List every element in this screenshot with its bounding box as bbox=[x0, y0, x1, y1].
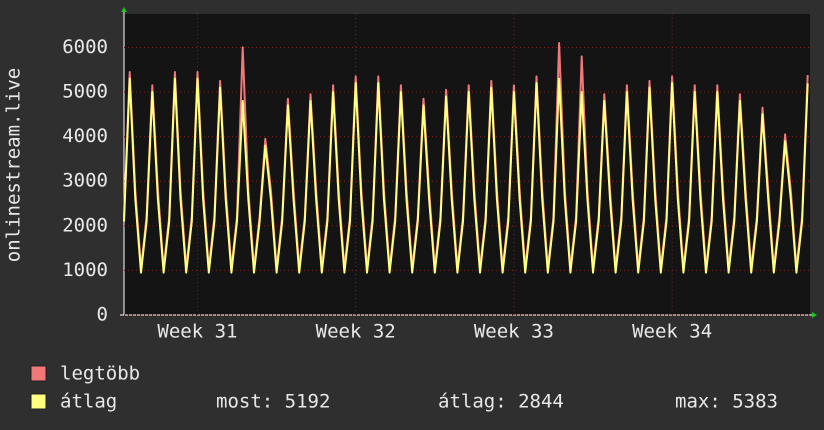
y-tick-label: 5000 bbox=[62, 81, 108, 103]
y-tick-label: 0 bbox=[97, 304, 108, 326]
series-line bbox=[123, 77, 809, 274]
legend-label: átlag bbox=[60, 391, 117, 413]
x-tick-label: Week 33 bbox=[474, 321, 554, 343]
y-tick-label: 6000 bbox=[62, 36, 108, 58]
x-tick-label: Week 34 bbox=[632, 321, 712, 343]
legend-stat: most: 5192 bbox=[216, 391, 330, 413]
y-tick-label: 4000 bbox=[62, 125, 108, 147]
y-axis-label: onlinestream.live bbox=[3, 68, 25, 262]
legend-stat: átlag: 2844 bbox=[438, 391, 564, 413]
y-tick-label: 2000 bbox=[62, 214, 108, 236]
legend-swatch bbox=[30, 393, 47, 410]
legend-swatch bbox=[30, 365, 47, 382]
x-tick-label: Week 31 bbox=[157, 321, 237, 343]
legend-label: legtöbb bbox=[60, 363, 140, 385]
x-arrow bbox=[812, 312, 817, 318]
legend-stat: max: 5383 bbox=[675, 391, 778, 413]
x-tick-label: Week 32 bbox=[316, 321, 396, 343]
y-tick-label: 3000 bbox=[62, 170, 108, 192]
y-arrow bbox=[121, 7, 127, 12]
y-tick-label: 1000 bbox=[62, 259, 108, 281]
